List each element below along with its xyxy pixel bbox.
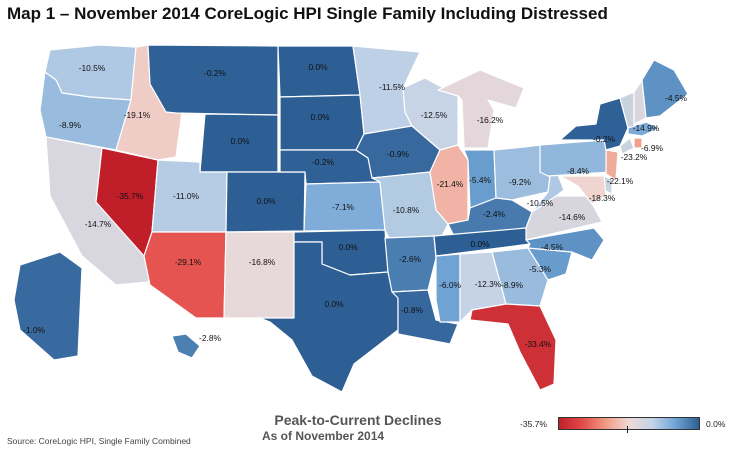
state-mt xyxy=(147,44,279,116)
state-ar xyxy=(384,235,437,293)
caption-title: Peak-to-Current Declines xyxy=(274,412,442,428)
state-ga xyxy=(491,247,549,307)
state-label-ri: -23.2% xyxy=(621,152,648,162)
state-label-ma: -6.9% xyxy=(641,143,663,153)
state-label-md: -18.3% xyxy=(589,193,616,203)
state-ak xyxy=(13,251,83,361)
state-label-nm: -16.8% xyxy=(249,257,276,267)
map-title: Map 1 – November 2014 CoreLogic HPI Sing… xyxy=(7,4,608,23)
state-label-in: -5.4% xyxy=(469,175,491,185)
state-label-al: -12.3% xyxy=(475,279,502,289)
state-label-wv: -10.5% xyxy=(527,198,554,208)
state-hi xyxy=(171,333,201,359)
state-label-mt: -0.2% xyxy=(204,68,226,78)
state-label-wi: -12.5% xyxy=(421,110,448,120)
state-label-mn: -11.5% xyxy=(379,82,405,92)
state-ri xyxy=(633,137,643,149)
state-label-ms: -6.0% xyxy=(439,280,461,290)
state-label-id: -19.1% xyxy=(124,110,151,120)
state-label-va: -14.6% xyxy=(559,212,586,222)
state-label-ar: -2.6% xyxy=(399,254,421,264)
state-label-ky: -2.4% xyxy=(483,209,505,219)
legend-color-bar xyxy=(558,417,700,430)
state-la xyxy=(391,289,459,345)
state-nc xyxy=(525,227,605,261)
state-shapes xyxy=(13,44,689,393)
caption-subtitle: As of November 2014 xyxy=(262,429,385,443)
state-label-nd: 0.0% xyxy=(308,62,328,72)
state-label-ne: -0.2% xyxy=(312,157,334,167)
state-label-nj: -22.1% xyxy=(607,176,634,186)
state-label-wa: -10.5% xyxy=(79,63,106,73)
state-label-or: -8.9% xyxy=(59,120,81,130)
state-label-la: -0.8% xyxy=(401,305,423,315)
state-sd xyxy=(279,94,365,151)
state-label-hi: -2.8% xyxy=(199,333,221,343)
state-label-tn: 0.0% xyxy=(470,239,490,249)
state-label-nc: -4.5% xyxy=(541,242,563,252)
state-label-il: -21.4% xyxy=(437,179,464,189)
state-label-ut: -11.0% xyxy=(173,191,199,201)
state-fl xyxy=(469,303,557,391)
state-label-co: 0.0% xyxy=(256,196,276,206)
state-label-ny: -0.2% xyxy=(593,134,615,144)
state-label-ok: 0.0% xyxy=(338,242,358,252)
state-label-me: -4.5% xyxy=(665,93,687,103)
state-label-ga: -8.9% xyxy=(501,280,523,290)
state-nm xyxy=(223,231,295,319)
legend-min-label: -35.7% xyxy=(520,419,547,429)
state-pa xyxy=(539,139,613,177)
state-label-mo: -10.8% xyxy=(393,205,420,215)
state-md xyxy=(559,175,607,205)
state-labels: -10.5% -8.9% -14.7% -35.7% -19.1% -0.2% 0.0% -1… xyxy=(23,62,687,349)
state-label-wy: 0.0% xyxy=(230,136,250,146)
state-az xyxy=(143,231,227,319)
state-me xyxy=(641,59,689,119)
state-label-ak: -1.0% xyxy=(23,325,45,335)
map-caption: Peak-to-Current Declines As of November … xyxy=(238,412,478,443)
state-label-mi: -16.2% xyxy=(477,115,504,125)
state-label-fl: -33.4% xyxy=(525,339,552,349)
state-label-sc: -5.3% xyxy=(529,264,551,274)
state-mi xyxy=(437,69,525,149)
state-label-nv: -35.7% xyxy=(117,191,144,201)
legend-max-label: 0.0% xyxy=(706,419,726,429)
state-label-ia: -0.9% xyxy=(387,149,409,159)
legend-tick xyxy=(627,426,628,433)
state-label-ks: -7.1% xyxy=(332,202,354,212)
state-label-oh: -9.2% xyxy=(509,177,531,187)
source-note: Source: CoreLogic HPI, Single Family Com… xyxy=(7,436,191,446)
state-label-sd: 0.0% xyxy=(310,112,330,122)
state-label-az: -29.1% xyxy=(175,257,202,267)
state-label-tx: 0.0% xyxy=(324,299,344,309)
state-label-pa: -8.4% xyxy=(567,166,589,176)
state-label-ca: -14.7% xyxy=(85,219,112,229)
state-tx xyxy=(259,241,399,393)
state-label-nh: -14.9% xyxy=(633,123,660,133)
state-nj xyxy=(605,149,619,181)
state-ma xyxy=(627,121,661,137)
